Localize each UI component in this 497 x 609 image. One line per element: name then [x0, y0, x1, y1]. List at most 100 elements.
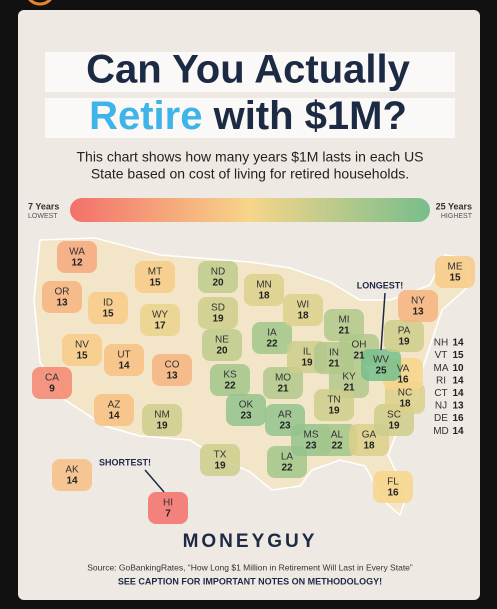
state-region: [142, 404, 182, 436]
state-abbr: AZ: [108, 400, 121, 411]
state-years: 23: [240, 411, 252, 422]
state-abbr: CT: [434, 388, 447, 399]
state-region: [57, 241, 97, 273]
state-years: 10: [452, 363, 464, 374]
state-abbr: VA: [397, 364, 410, 375]
state-region: [210, 364, 250, 396]
state-years: 19: [398, 337, 410, 348]
state-abbr: NC: [398, 388, 412, 399]
state-abbr: DE: [434, 413, 448, 424]
state-region: [361, 349, 401, 381]
state-years: 15: [452, 350, 464, 361]
state-years: 13: [56, 298, 68, 309]
state-years: 14: [452, 426, 464, 437]
state-region: [140, 304, 180, 336]
state-abbr: CA: [45, 373, 59, 384]
state-abbr: ME: [448, 262, 463, 273]
state-years: 19: [301, 358, 313, 369]
state-years: 14: [118, 361, 130, 372]
state-region: [398, 290, 438, 322]
state-years: 16: [397, 375, 409, 386]
state-abbr: TX: [214, 450, 227, 461]
title: Can You Actually: [86, 48, 411, 92]
state-abbr: OR: [55, 287, 70, 298]
state-years: 15: [102, 309, 114, 320]
callout-longest: LONGEST!: [357, 280, 404, 290]
state-years: 15: [149, 278, 161, 289]
state-abbr: NV: [75, 340, 89, 351]
state-abbr: SC: [387, 410, 401, 421]
state-region: [263, 367, 303, 399]
arrow: [380, 292, 386, 351]
state-years: 18: [363, 441, 375, 452]
state-abbr: OH: [352, 340, 367, 351]
state-years: 22: [266, 339, 278, 350]
state-region: [88, 292, 128, 324]
state-years: 20: [212, 278, 224, 289]
title: Retire with $1M?: [89, 94, 407, 138]
state-abbr: KY: [342, 372, 356, 383]
state-years: 17: [154, 321, 166, 332]
source: Source: GoBankingRates, “How Long $1 Mil…: [87, 562, 413, 572]
state-years: 22: [224, 381, 236, 392]
callout-shortest: SHORTEST!: [99, 457, 151, 467]
legend-low-caption: LOWEST: [28, 213, 58, 220]
arrow: [144, 469, 165, 493]
state-years: 14: [452, 388, 464, 399]
state-region: [283, 294, 323, 326]
state-region: [252, 322, 292, 354]
state-abbr: ND: [211, 267, 225, 278]
state-years: 15: [76, 351, 88, 362]
state-abbr: KS: [223, 370, 237, 381]
state-region: [198, 297, 238, 329]
state-region: [94, 394, 134, 426]
title-band: [45, 98, 455, 138]
state-years: 18: [258, 291, 270, 302]
state-years: 14: [452, 375, 464, 386]
state-years: 19: [156, 421, 168, 432]
state-years: 19: [212, 314, 224, 325]
state-region: [384, 320, 424, 352]
state-years: 19: [214, 461, 226, 472]
subtitle: This chart shows how many years $1M last…: [76, 149, 423, 165]
state-years: 23: [279, 421, 291, 432]
state-region: [52, 459, 92, 491]
state-abbr: MT: [148, 267, 162, 278]
title-rest: with $1M?: [213, 94, 407, 138]
state-years: 18: [399, 399, 411, 410]
state-abbr: NJ: [435, 401, 447, 412]
state-years: 18: [297, 311, 309, 322]
legend-low: 7 Years: [28, 201, 59, 211]
state-abbr: OK: [239, 400, 254, 411]
state-years: 21: [343, 383, 355, 394]
state-region: [317, 424, 357, 456]
legend-high: 25 Years: [436, 201, 472, 211]
state-region: [32, 367, 72, 399]
state-abbr: WV: [373, 355, 389, 366]
state-region: [202, 329, 242, 361]
state-abbr: MD: [433, 426, 449, 437]
state-years: 7: [165, 509, 171, 520]
legend-high-caption: HIGHEST: [441, 213, 473, 220]
state-abbr: LA: [281, 452, 294, 463]
state-abbr: IN: [329, 348, 339, 359]
state-region: [198, 261, 238, 293]
state-abbr: FL: [387, 477, 399, 488]
state-region: [200, 444, 240, 476]
state-region: [324, 309, 364, 341]
state-abbr: SD: [211, 303, 225, 314]
state-region: [104, 344, 144, 376]
state-years: 21: [328, 359, 340, 370]
state-abbr: ID: [103, 298, 113, 309]
state-abbr: MS: [304, 430, 319, 441]
state-years: 14: [66, 476, 78, 487]
state-years: 9: [49, 384, 55, 395]
state-years: 16: [452, 413, 464, 424]
state-abbr: AK: [65, 465, 79, 476]
note: SEE CAPTION FOR IMPORTANT NOTES ON METHO…: [118, 576, 382, 586]
state-region: [42, 281, 82, 313]
state-region: [226, 394, 266, 426]
state-abbr: MI: [338, 315, 349, 326]
corner-icon: [28, 0, 52, 6]
